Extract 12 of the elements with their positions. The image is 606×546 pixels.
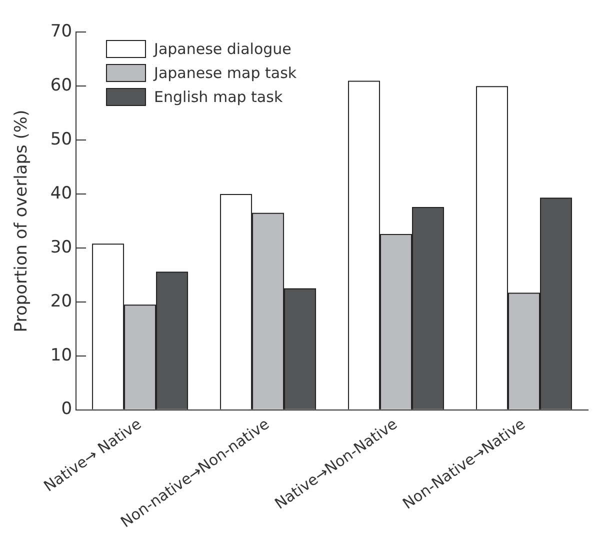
- y-tick-label: 20: [50, 291, 72, 312]
- y-tick-label: 70: [50, 22, 72, 42]
- y-tick-label: 50: [50, 130, 72, 150]
- y-tick-label: 60: [50, 76, 72, 96]
- legend-label: English map task: [154, 88, 283, 106]
- y-tick-label: 0: [61, 399, 72, 420]
- legend-label: Japanese dialogue: [154, 40, 292, 58]
- y-tick-label: 10: [50, 345, 72, 366]
- y-axis-title: Proportion of overlaps (%): [12, 110, 32, 332]
- y-tick-label: 40: [50, 183, 72, 204]
- y-tick-label: 30: [50, 237, 72, 258]
- legend-label: Japanese map task: [154, 64, 297, 82]
